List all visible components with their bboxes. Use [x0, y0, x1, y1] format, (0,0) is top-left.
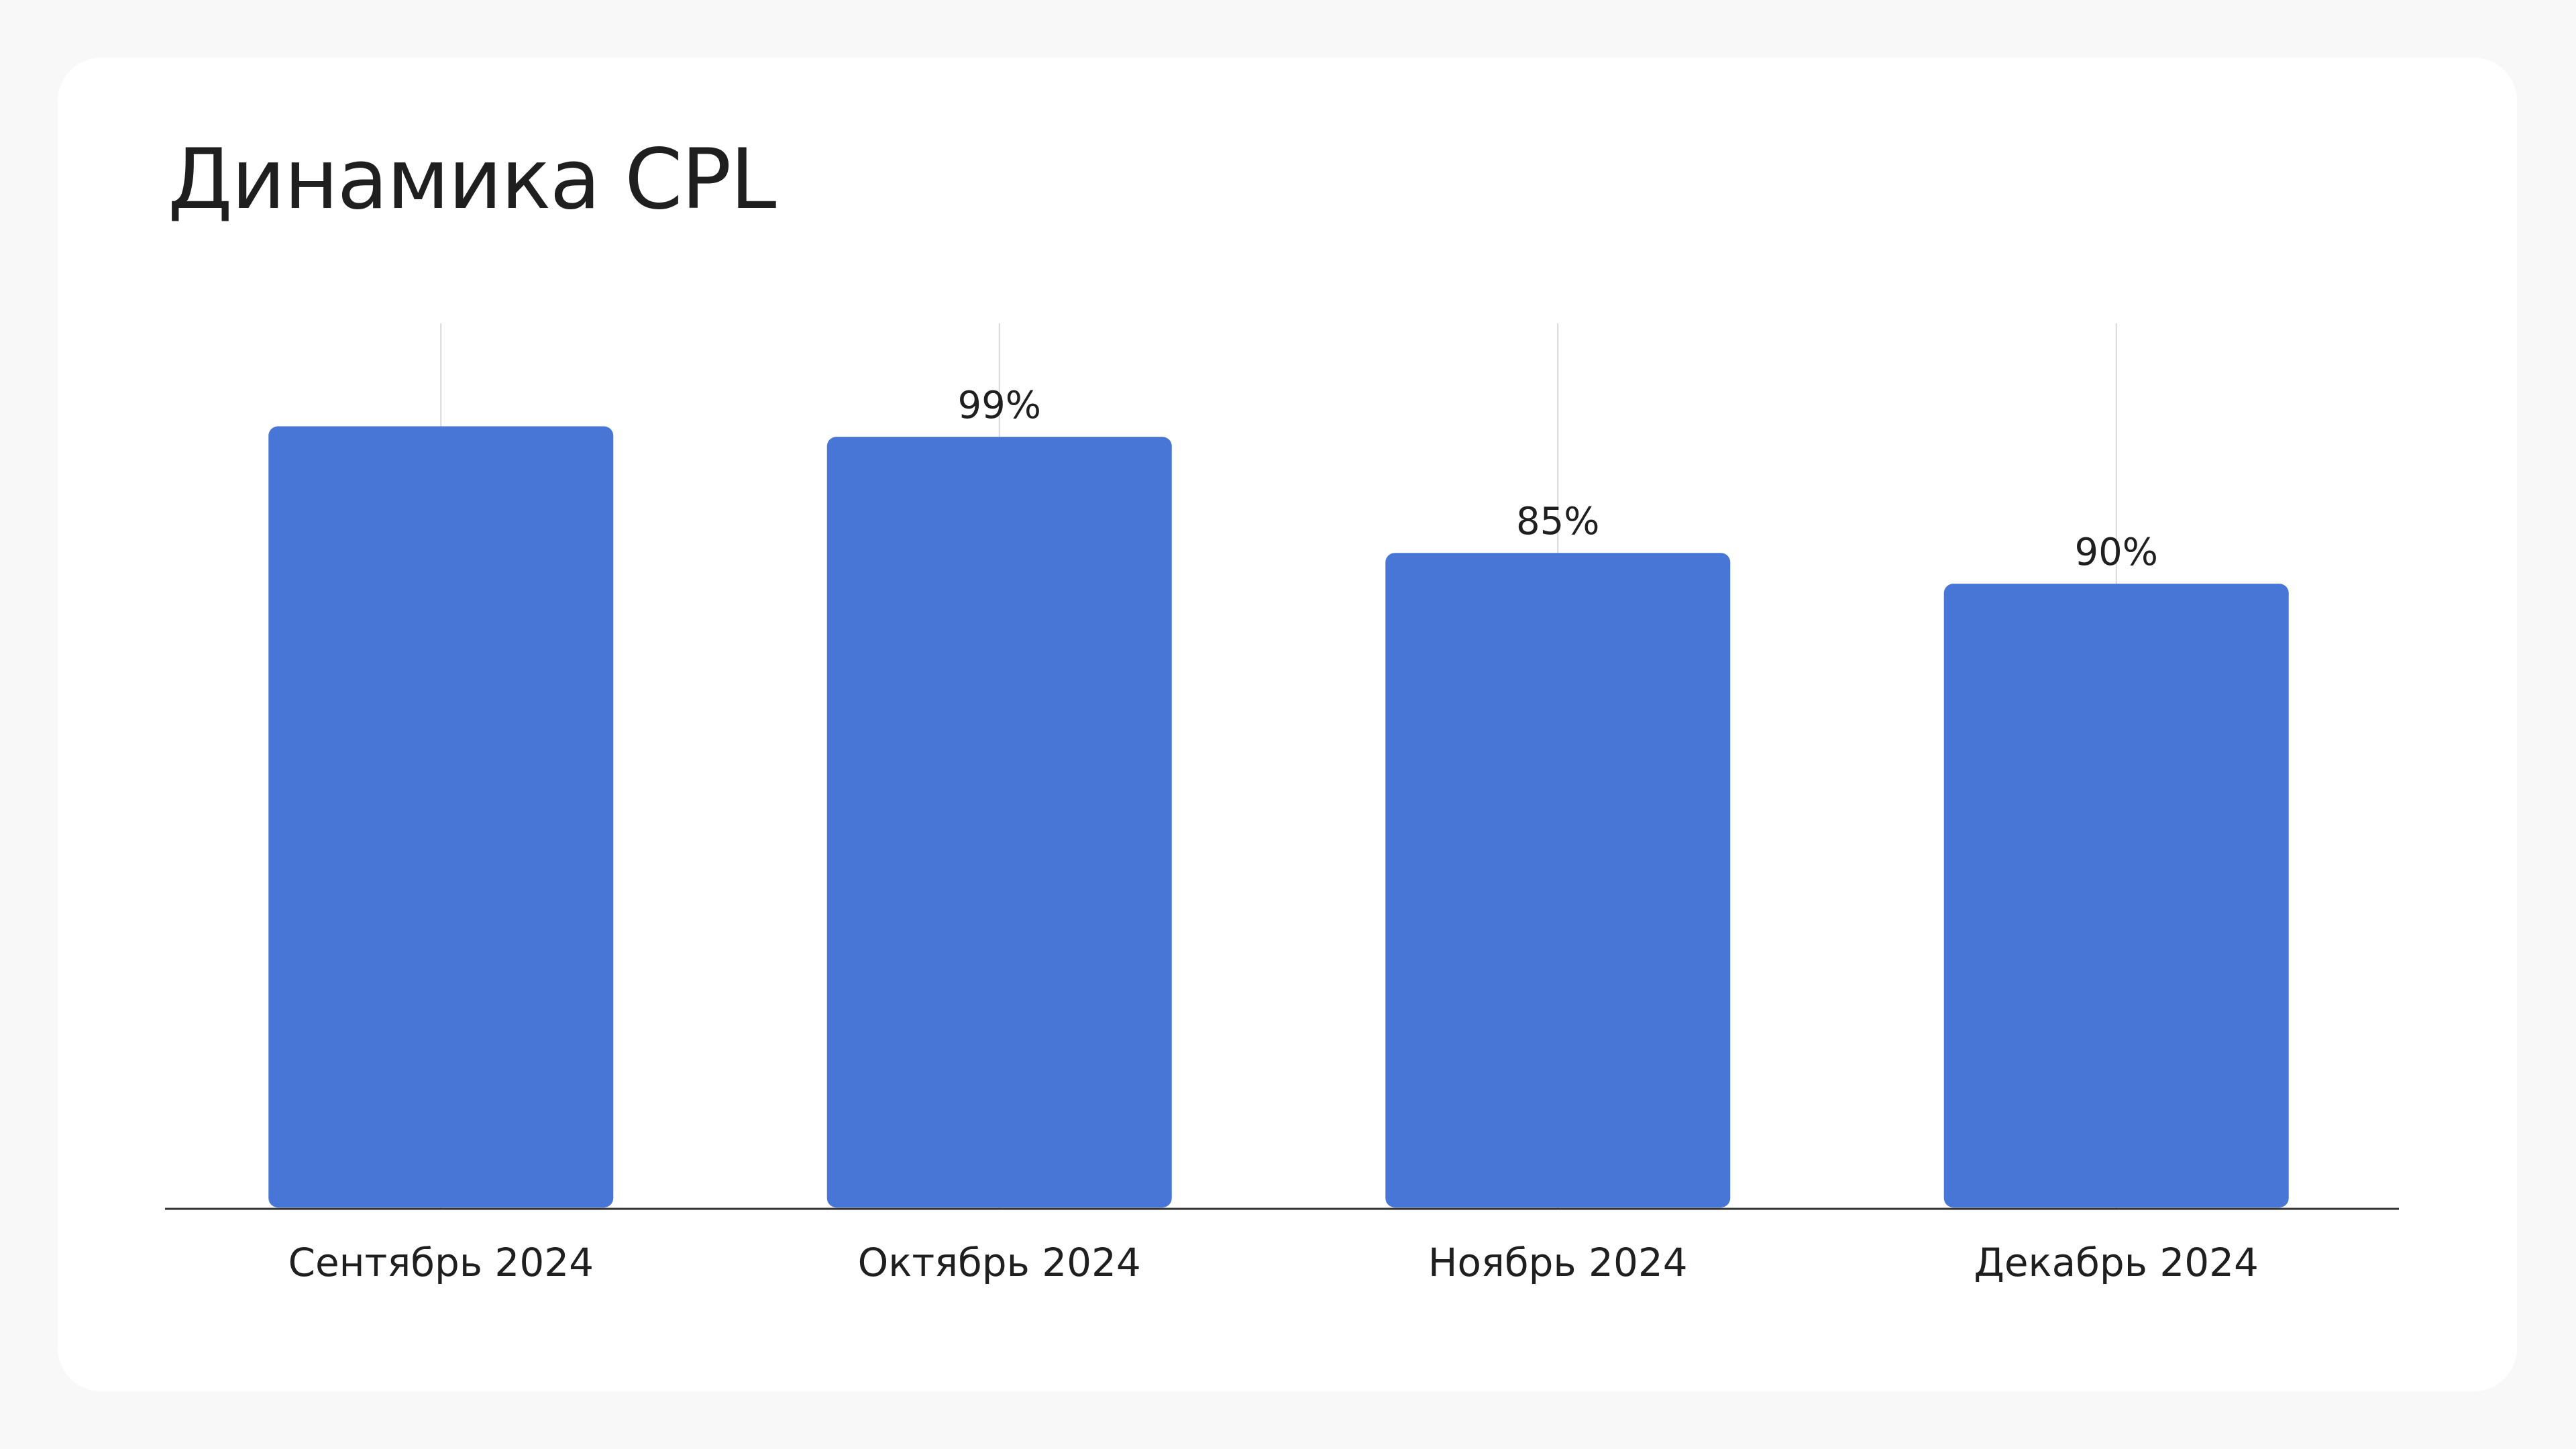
bars	[268, 426, 2289, 1208]
bar	[826, 437, 1172, 1208]
bar-value-label: 90%	[2075, 531, 2158, 574]
bar-value-label: 99%	[958, 384, 1041, 427]
data-labels: 99% 85% 90%	[958, 384, 2158, 574]
vertical-gridlines	[440, 323, 2117, 1209]
bar	[1385, 553, 1731, 1208]
x-tick-label: Сентябрь 2024	[288, 1240, 594, 1285]
x-tick-label: Ноябрь 2024	[1428, 1240, 1688, 1285]
bar	[268, 426, 614, 1208]
bar	[1943, 584, 2289, 1208]
bar-value-label: 85%	[1516, 500, 1599, 543]
x-tick-labels: Сентябрь 2024 Октябрь 2024 Ноябрь 2024 Дека…	[288, 1240, 2258, 1285]
x-tick-label: Декабрь 2024	[1974, 1240, 2259, 1285]
chart-title: Динамика CPL	[168, 131, 776, 228]
x-tick-label: Октябрь 2024	[858, 1240, 1141, 1285]
